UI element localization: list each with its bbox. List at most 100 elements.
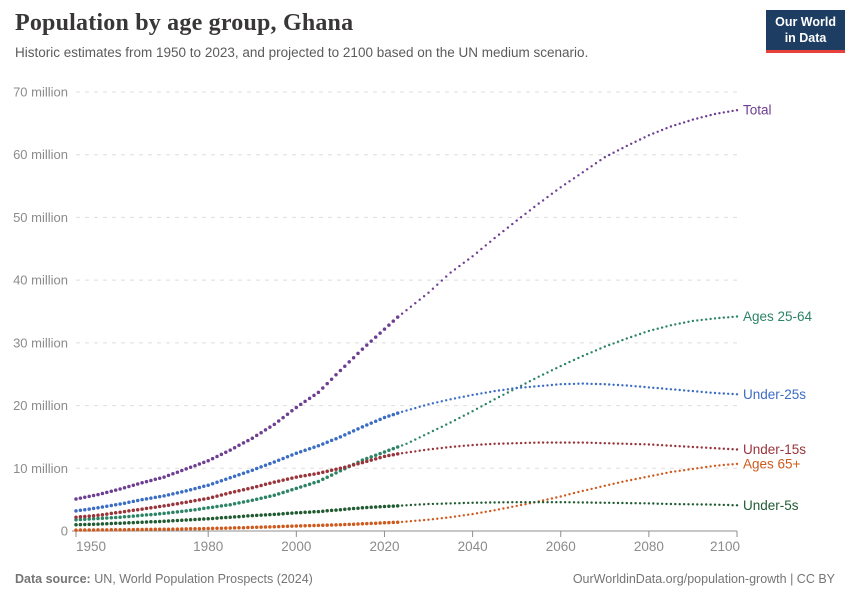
data-point-historic-total [184, 467, 188, 471]
data-point-historic-under-25s [365, 423, 369, 427]
data-point-historic-ages-65- [144, 527, 149, 532]
data-point-historic-ages-65- [206, 526, 210, 531]
series-under-5s[interactable] [74, 501, 739, 527]
series-label-under-25s[interactable]: Under-25s [743, 387, 806, 402]
data-point-projected-total [409, 305, 413, 308]
data-point-projected-under-25s [647, 386, 651, 389]
data-point-historic-under-15s [171, 502, 175, 507]
data-point-historic-under-25s [157, 494, 162, 499]
data-point-projected-under-15s [502, 442, 505, 445]
x-axis-label: 1980 [193, 539, 223, 554]
data-point-projected-ages-65- [550, 497, 554, 500]
data-point-historic-total [387, 323, 391, 327]
data-point-projected-total [440, 279, 443, 282]
data-point-historic-under-5s [118, 521, 122, 525]
data-point-projected-total [718, 112, 721, 115]
data-point-projected-ages-25-64 [541, 373, 545, 376]
data-point-historic-ages-25-64 [268, 494, 272, 499]
data-point-historic-ages-65- [268, 525, 272, 529]
data-point-historic-total [307, 396, 312, 401]
data-point-historic-under-5s [135, 520, 140, 525]
series-label-under-5s[interactable]: Under-5s [743, 498, 799, 513]
data-point-historic-ages-25-64 [87, 517, 91, 521]
data-point-projected-ages-65- [427, 518, 430, 521]
data-point-historic-under-15s [206, 496, 210, 501]
data-point-historic-under-25s [246, 469, 250, 474]
data-point-projected-under-15s [678, 445, 681, 448]
data-point-historic-under-25s [325, 440, 329, 444]
data-point-historic-under-5s [149, 520, 153, 524]
data-point-historic-under-25s [175, 491, 180, 495]
data-point-projected-ages-65- [603, 484, 606, 487]
data-point-projected-ages-25-64 [656, 327, 659, 330]
data-point-historic-under-15s [149, 506, 153, 510]
series-ages-25-64[interactable] [74, 315, 739, 522]
data-point-projected-total [656, 130, 659, 133]
data-point-historic-ages-25-64 [276, 492, 281, 496]
series-label-under-15s[interactable]: Under-15s [743, 442, 806, 457]
series-under-15s[interactable] [74, 441, 739, 519]
data-point-projected-total [559, 186, 562, 189]
data-point-projected-under-5s [700, 503, 703, 506]
data-point-projected-ages-65- [436, 517, 439, 520]
data-point-historic-ages-65- [202, 526, 206, 531]
series-label-total[interactable]: Total [743, 103, 772, 118]
data-point-projected-ages-25-64 [418, 436, 421, 439]
data-point-historic-ages-65- [162, 527, 166, 531]
y-axis-label: 70 million [13, 85, 68, 100]
data-point-projected-ages-65- [445, 516, 448, 519]
data-point-projected-under-25s [577, 382, 580, 385]
data-point-projected-under-15s [674, 444, 677, 448]
data-point-historic-ages-65- [387, 520, 391, 525]
data-point-historic-ages-65- [78, 528, 83, 532]
data-point-projected-ages-65- [422, 518, 426, 522]
data-point-projected-ages-25-64 [519, 384, 523, 387]
data-point-projected-ages-25-64 [731, 315, 734, 319]
cc-by-link[interactable]: OurWorldinData.org/population-growth | C… [572, 572, 835, 586]
data-point-projected-under-5s [484, 501, 487, 504]
data-point-historic-ages-65- [122, 527, 127, 532]
data-point-historic-ages-25-64 [325, 475, 329, 479]
data-point-historic-ages-25-64 [329, 473, 334, 477]
data-point-historic-ages-65- [378, 521, 382, 525]
data-point-projected-total [709, 113, 712, 117]
data-point-historic-under-5s [294, 511, 299, 515]
series-under-25s[interactable] [74, 382, 739, 513]
data-point-projected-under-25s [665, 387, 668, 391]
data-point-historic-total [135, 482, 140, 486]
data-point-historic-under-15s [325, 469, 329, 474]
data-point-historic-under-15s [232, 489, 237, 494]
data-point-projected-ages-65- [475, 512, 479, 515]
data-point-projected-under-25s [674, 388, 677, 391]
data-point-projected-total [515, 219, 518, 222]
series-label-ages-25-64[interactable]: Ages 25-64 [743, 309, 813, 324]
data-point-historic-under-15s [153, 505, 158, 509]
data-point-projected-ages-25-64 [480, 405, 483, 408]
series-total[interactable] [74, 109, 739, 501]
data-point-historic-under-15s [122, 509, 127, 514]
owid-logo[interactable]: Our World in Data [766, 10, 845, 54]
data-point-historic-under-25s [285, 454, 290, 459]
data-point-historic-under-5s [215, 516, 219, 520]
data-point-projected-under-15s [572, 441, 576, 444]
data-point-historic-under-25s [219, 478, 224, 483]
data-point-historic-under-5s [378, 505, 382, 509]
data-point-projected-ages-25-64 [652, 328, 655, 331]
data-point-historic-total [325, 381, 329, 386]
data-point-historic-under-15s [281, 478, 285, 482]
data-point-projected-under-15s [638, 443, 642, 446]
data-point-historic-under-25s [329, 438, 334, 443]
data-point-projected-ages-65- [700, 466, 703, 469]
data-point-historic-under-25s [254, 466, 259, 471]
series-label-ages-65-[interactable]: Ages 65+ [743, 456, 801, 471]
data-point-historic-total [157, 476, 162, 480]
data-point-projected-under-5s [599, 501, 602, 504]
data-point-historic-total [281, 415, 285, 420]
data-point-projected-total [687, 119, 690, 123]
data-point-projected-ages-25-64 [506, 391, 510, 394]
series-ages-65-[interactable] [74, 462, 739, 532]
data-point-projected-under-5s [709, 503, 712, 506]
data-point-historic-under-5s [303, 510, 307, 515]
data-point-historic-under-25s [395, 411, 400, 415]
data-point-historic-ages-65- [197, 526, 202, 531]
